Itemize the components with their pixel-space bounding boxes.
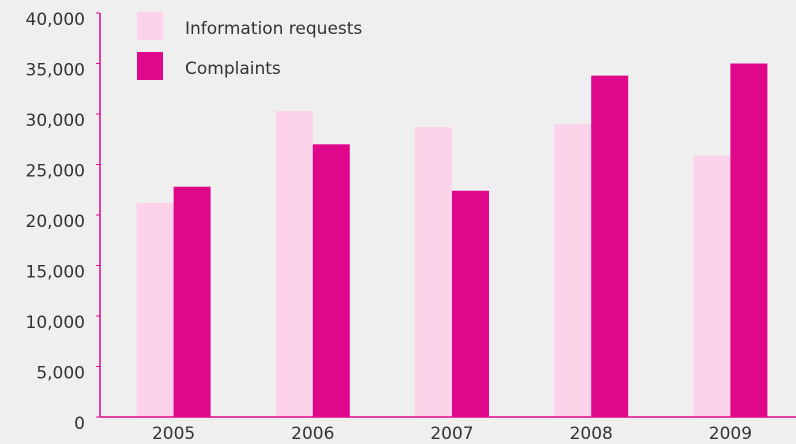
bar xyxy=(693,155,731,417)
bar xyxy=(415,127,452,417)
x-tick-label: 2005 xyxy=(152,424,195,444)
bar xyxy=(554,124,592,417)
y-tick-label: 5,000 xyxy=(36,364,85,384)
bar xyxy=(730,63,768,417)
bar xyxy=(275,110,313,417)
bar xyxy=(452,190,489,417)
y-tick-label: 10,000 xyxy=(26,313,85,333)
x-tick-label: 2009 xyxy=(709,424,752,444)
x-tick-label: 2008 xyxy=(570,424,613,444)
legend-label: Information requests xyxy=(185,19,362,39)
y-tick-label: 40,000 xyxy=(26,10,85,30)
y-tick-label: 15,000 xyxy=(26,263,85,283)
legend-swatch xyxy=(137,52,163,80)
y-tick-label: 30,000 xyxy=(26,111,85,131)
y-tick-label: 35,000 xyxy=(26,61,85,81)
x-tick-label: 2007 xyxy=(430,424,473,444)
bar xyxy=(591,75,629,418)
legend-label: Complaints xyxy=(185,59,281,79)
y-tick-label: 20,000 xyxy=(26,212,85,232)
x-tick-label: 2006 xyxy=(291,424,334,444)
bar xyxy=(136,202,174,417)
legend-swatch xyxy=(137,12,163,40)
bar xyxy=(173,186,211,417)
y-tick-label: 0 xyxy=(74,414,85,434)
bar xyxy=(312,144,350,418)
y-tick-label: 25,000 xyxy=(26,162,85,182)
